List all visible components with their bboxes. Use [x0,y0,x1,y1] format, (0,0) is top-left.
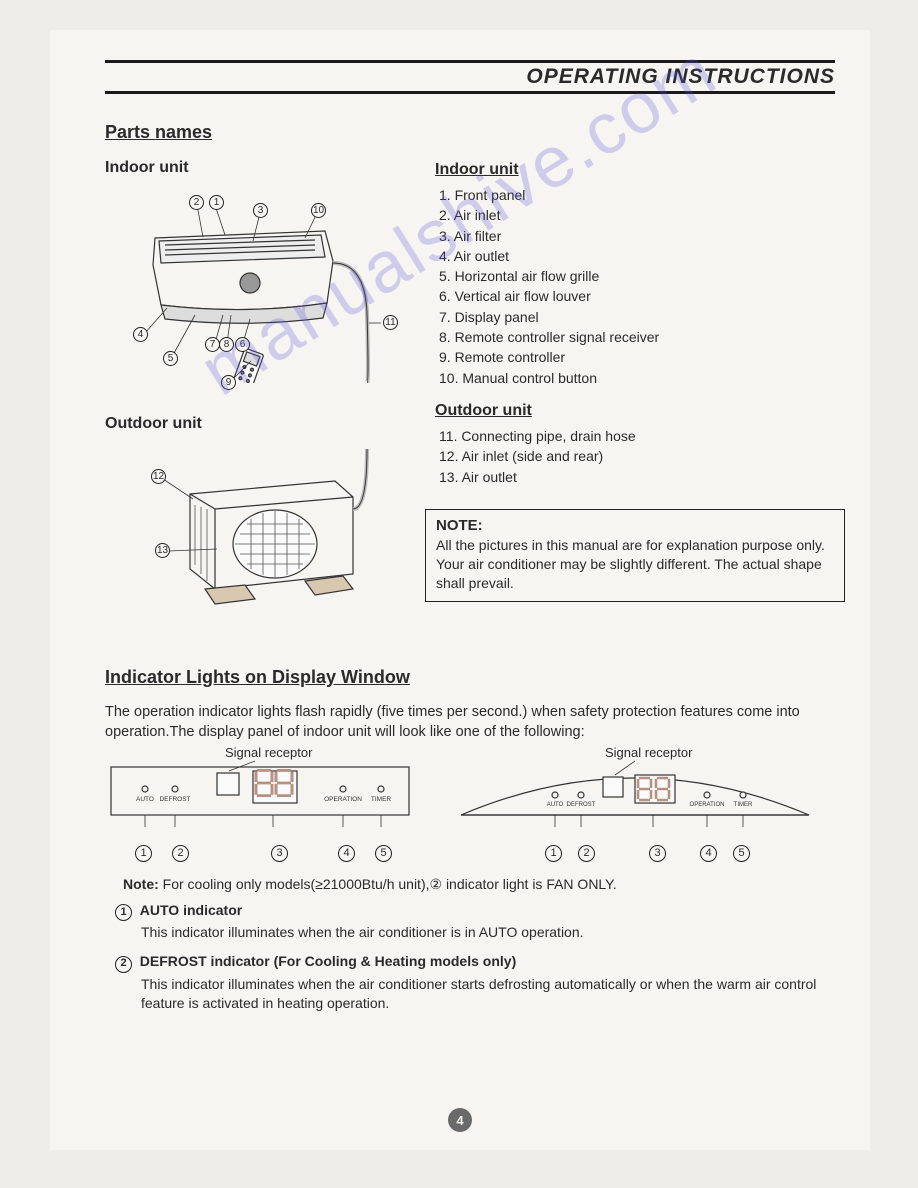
note-box: NOTE: All the pictures in this manual ar… [425,509,845,602]
section-parts-names: Parts names [105,122,835,143]
signal-receptor-label: Signal receptor [225,745,312,760]
outdoor-parts-list: 11. Connecting pipe, drain hose 12. Air … [435,426,845,487]
panel-callout: 2 [578,845,595,862]
display-panel-curved: AUTO DEFROST OPERATION TIMER [455,749,815,834]
indoor-unit-diagram: 1 2 3 4 5 6 7 8 9 10 11 [105,183,405,383]
ind1-num: 1 [115,904,132,921]
outdoor-unit-label: Outdoor unit [105,415,405,433]
callout-5: 5 [163,351,178,366]
parts-list-column: Indoor unit 1. Front panel 2. Air inlet … [435,157,845,629]
callout-9: 9 [221,375,236,390]
led-auto: AUTO [136,796,154,803]
callout-13: 13 [155,543,170,558]
indoor-item: 2. Air inlet [435,205,845,225]
outdoor-item: 12. Air inlet (side and rear) [435,446,845,466]
callout-1: 1 [209,195,224,210]
led-timer: TIMER [371,796,392,803]
diagram-column: Indoor unit [105,157,405,629]
ind1-title: AUTO indicator [140,902,242,918]
svg-text:DEFROST: DEFROST [567,802,596,808]
outdoor-item: 11. Connecting pipe, drain hose [435,426,845,446]
note-prefix: Note: [123,876,159,892]
panel-callout: 5 [733,845,750,862]
outdoor-unit-diagram: 12 13 [105,439,405,629]
indicator-1: 1 AUTO indicator This indicator illumina… [115,901,835,943]
panel-callout: 4 [700,845,717,862]
indoor-item: 8. Remote controller signal receiver [435,327,845,347]
callout-8: 8 [219,337,234,352]
indoor-list-heading: Indoor unit [435,161,845,179]
panel-callout: 3 [649,845,666,862]
callout-7: 7 [205,337,220,352]
note-heading: NOTE: [436,516,834,536]
led-defrost: DEFROST [159,796,190,803]
cooling-note: Note: For cooling only models(≥21000Btu/… [123,876,835,893]
page-header: OPERATING INSTRUCTIONS [105,65,835,94]
outdoor-unit-svg [105,439,405,629]
signal-receptor-label-b: Signal receptor [605,745,692,760]
indoor-unit-label: Indoor unit [105,159,405,177]
panel-callout: 1 [135,845,152,862]
callout-10: 10 [311,203,326,218]
note-text: For cooling only models(≥21000Btu/h unit… [159,876,617,892]
panel-callout: 3 [271,845,288,862]
callout-11: 11 [383,315,398,330]
indicator-intro: The operation indicator lights flash rap… [105,702,835,743]
callout-6: 6 [235,337,250,352]
panel-callout: 5 [375,845,392,862]
display-panel-rect: AUTO DEFROST OPERATION TIMER [105,749,415,834]
ind2-title: DEFROST indicator (For Cooling & Heating… [140,953,516,969]
indicator-2: 2 DEFROST indicator (For Cooling & Heati… [115,952,835,1013]
indoor-item: 1. Front panel [435,185,845,205]
callout-4: 4 [133,327,148,342]
section-indicator-lights: Indicator Lights on Display Window [105,667,835,688]
indoor-item: 9. Remote controller [435,347,845,367]
panel-callout: 1 [545,845,562,862]
ind2-num: 2 [115,956,132,973]
outdoor-list-heading: Outdoor unit [435,402,845,420]
indoor-item: 10. Manual control button [435,368,845,388]
led-operation: OPERATION [324,796,362,803]
indoor-item: 7. Display panel [435,307,845,327]
manual-page: OPERATING INSTRUCTIONS Parts names Indoo… [50,30,870,1150]
svg-text:TIMER: TIMER [734,802,753,808]
ind1-body: This indicator illuminates when the air … [141,923,835,943]
panel-callout: 2 [172,845,189,862]
callout-2: 2 [189,195,204,210]
panel-callout: 4 [338,845,355,862]
indoor-item: 4. Air outlet [435,246,845,266]
outdoor-item: 13. Air outlet [435,467,845,487]
indoor-item: 6. Vertical air flow louver [435,286,845,306]
ind2-body: This indicator illuminates when the air … [141,975,835,1014]
indoor-item: 5. Horizontal air flow grille [435,266,845,286]
page-number: 4 [448,1108,472,1132]
display-panels: Signal receptor AUTO DEFROST [105,749,835,862]
header-rule-top [105,60,835,63]
callout-12: 12 [151,469,166,484]
svg-text:OPERATION: OPERATION [690,802,725,808]
svg-text:AUTO: AUTO [547,802,564,808]
indoor-item: 3. Air filter [435,226,845,246]
callout-3: 3 [253,203,268,218]
indoor-parts-list: 1. Front panel 2. Air inlet 3. Air filte… [435,185,845,388]
note-body: All the pictures in this manual are for … [436,536,834,593]
